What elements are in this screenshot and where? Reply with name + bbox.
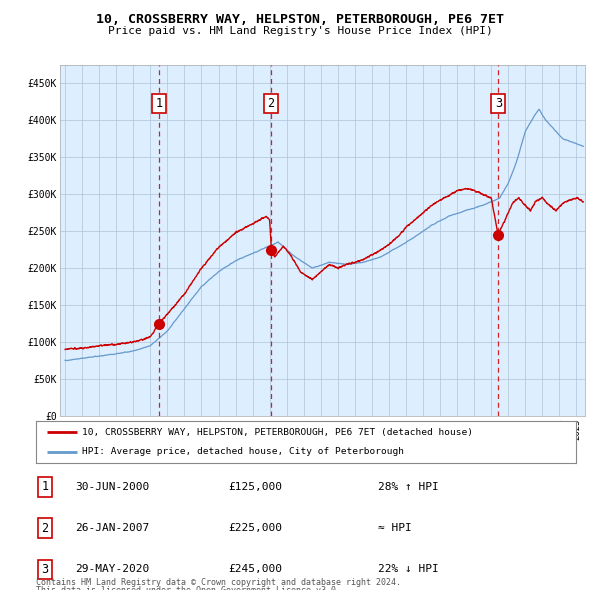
- Text: ≈ HPI: ≈ HPI: [378, 523, 412, 533]
- Text: This data is licensed under the Open Government Licence v3.0.: This data is licensed under the Open Gov…: [36, 586, 341, 590]
- Text: 10, CROSSBERRY WAY, HELPSTON, PETERBOROUGH, PE6 7ET (detached house): 10, CROSSBERRY WAY, HELPSTON, PETERBOROU…: [82, 428, 473, 437]
- Text: 29-MAY-2020: 29-MAY-2020: [75, 565, 149, 574]
- Text: £125,000: £125,000: [228, 482, 282, 491]
- Text: 1: 1: [155, 97, 163, 110]
- Text: 22% ↓ HPI: 22% ↓ HPI: [378, 565, 439, 574]
- Text: 2: 2: [41, 522, 49, 535]
- Text: £245,000: £245,000: [228, 565, 282, 574]
- Text: £225,000: £225,000: [228, 523, 282, 533]
- Text: 30-JUN-2000: 30-JUN-2000: [75, 482, 149, 491]
- Text: HPI: Average price, detached house, City of Peterborough: HPI: Average price, detached house, City…: [82, 447, 404, 456]
- Text: 1: 1: [41, 480, 49, 493]
- Text: 28% ↑ HPI: 28% ↑ HPI: [378, 482, 439, 491]
- Text: 3: 3: [495, 97, 502, 110]
- Text: 10, CROSSBERRY WAY, HELPSTON, PETERBOROUGH, PE6 7ET: 10, CROSSBERRY WAY, HELPSTON, PETERBOROU…: [96, 13, 504, 26]
- Text: Contains HM Land Registry data © Crown copyright and database right 2024.: Contains HM Land Registry data © Crown c…: [36, 578, 401, 587]
- Text: 26-JAN-2007: 26-JAN-2007: [75, 523, 149, 533]
- Text: 3: 3: [41, 563, 49, 576]
- Text: 2: 2: [267, 97, 274, 110]
- Text: Price paid vs. HM Land Registry's House Price Index (HPI): Price paid vs. HM Land Registry's House …: [107, 26, 493, 36]
